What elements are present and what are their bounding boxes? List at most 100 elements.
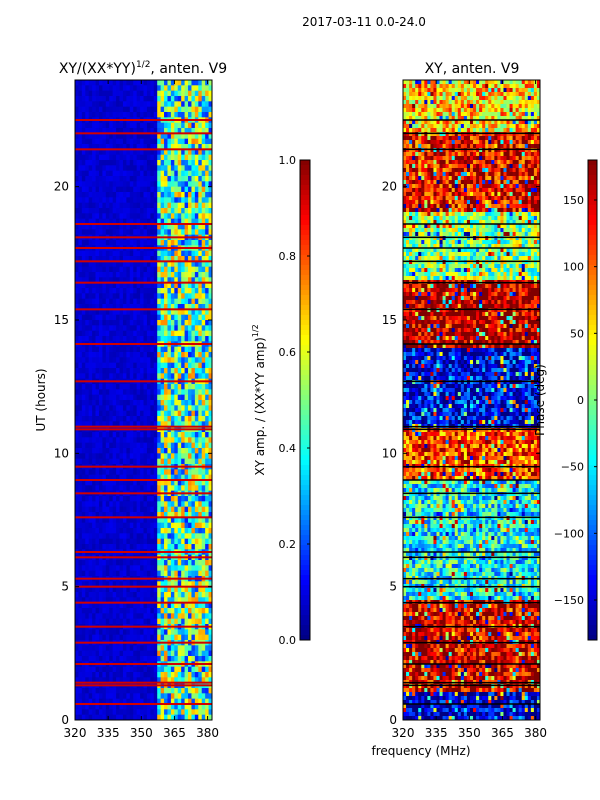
left-heatmap-cell bbox=[88, 266, 93, 273]
left-heatmap-cell bbox=[98, 592, 103, 598]
left-heatmap-cell bbox=[150, 453, 155, 460]
left-heatmap-cell bbox=[122, 544, 127, 550]
left-heatmap-cell bbox=[177, 128, 182, 134]
left-heatmap-cell bbox=[157, 320, 162, 326]
left-heatmap-cell bbox=[157, 266, 162, 273]
left-heatmap-cell bbox=[85, 80, 90, 86]
left-heatmap-cell bbox=[170, 528, 175, 534]
left-heatmap-cell bbox=[208, 80, 213, 86]
left-heatmap-cell bbox=[112, 432, 117, 438]
left-heatmap-cell bbox=[81, 80, 86, 86]
left-heatmap-cell bbox=[188, 336, 192, 342]
left-heatmap-cell bbox=[170, 336, 175, 342]
left-heatmap-cell bbox=[98, 400, 103, 406]
left-heatmap-cell bbox=[126, 714, 131, 721]
left-heatmap-cell bbox=[75, 586, 79, 593]
left-heatmap-cell bbox=[136, 229, 141, 236]
left-heatmap-cell bbox=[198, 170, 203, 177]
left-heatmap-cell bbox=[174, 437, 179, 444]
left-heatmap-cell bbox=[205, 314, 209, 321]
left-heatmap-cell bbox=[109, 138, 114, 145]
left-heatmap-cell bbox=[102, 389, 107, 396]
left-heatmap-cell bbox=[112, 181, 117, 188]
left-heatmap-cell bbox=[85, 309, 90, 316]
left-heatmap-cell bbox=[112, 288, 117, 294]
left-heatmap-cell bbox=[140, 229, 144, 236]
left-heatmap-cell bbox=[170, 512, 175, 518]
left-heatmap-cell bbox=[102, 181, 107, 188]
left-heatmap-cell bbox=[109, 698, 114, 705]
left-heatmap-cell bbox=[150, 634, 155, 641]
left-heatmap-cell bbox=[208, 618, 213, 625]
left-heatmap-cell bbox=[95, 474, 100, 481]
left-heatmap-cell bbox=[133, 522, 138, 529]
left-heatmap-cell bbox=[78, 213, 83, 220]
left-heatmap-cell bbox=[92, 394, 96, 401]
left-heatmap-cell bbox=[136, 106, 141, 113]
left-heatmap-cell bbox=[119, 368, 124, 374]
left-heatmap-cell bbox=[177, 208, 182, 214]
left-heatmap-cell bbox=[92, 170, 96, 177]
left-heatmap-cell bbox=[181, 485, 185, 492]
left-heatmap-cell bbox=[174, 618, 179, 625]
left-heatmap-cell bbox=[129, 266, 134, 273]
left-heatmap-cell bbox=[85, 298, 90, 305]
left-heatmap-cell bbox=[181, 336, 185, 342]
left-heatmap-cell bbox=[109, 485, 114, 492]
left-heatmap-cell bbox=[129, 170, 134, 177]
left-heatmap-cell bbox=[92, 570, 96, 577]
figure-suptitle: 2017-03-11 0.0-24.0 bbox=[302, 15, 426, 29]
left-heatmap-cell bbox=[102, 250, 107, 257]
left-heatmap-cell bbox=[136, 261, 141, 268]
left-heatmap-cell bbox=[208, 352, 213, 358]
left-heatmap-cell bbox=[184, 325, 189, 332]
left-heatmap-cell bbox=[105, 261, 110, 268]
left-heatmap-cell bbox=[81, 144, 86, 150]
left-heatmap-cell bbox=[116, 629, 120, 636]
left-heatmap-cell bbox=[140, 634, 144, 641]
colorbar-segment bbox=[300, 285, 310, 291]
left-heatmap-cell bbox=[75, 320, 79, 326]
left-heatmap-cell bbox=[119, 288, 124, 294]
left-heatmap-cell bbox=[160, 122, 165, 129]
left-heatmap-cell bbox=[109, 133, 114, 140]
left-heatmap-cell bbox=[150, 693, 155, 700]
left-heatmap-cell bbox=[157, 570, 162, 577]
left-heatmap-cell bbox=[198, 213, 203, 220]
left-heatmap-cell bbox=[109, 240, 114, 246]
left-heatmap-cell bbox=[126, 336, 131, 342]
left-heatmap-cell bbox=[188, 240, 192, 246]
left-heatmap-cell bbox=[143, 213, 148, 220]
left-heatmap-cell bbox=[98, 80, 103, 86]
left-heatmap-cell bbox=[95, 298, 100, 305]
left-heatmap-cell bbox=[194, 325, 199, 332]
left-heatmap-cell bbox=[92, 714, 96, 721]
left-heatmap-cell bbox=[98, 357, 103, 364]
left-heatmap-cell bbox=[81, 501, 86, 508]
left-heatmap-cell bbox=[184, 437, 189, 444]
left-heatmap-cell bbox=[174, 149, 179, 156]
left-heatmap-cell bbox=[208, 629, 213, 636]
left-heatmap-cell bbox=[109, 304, 114, 310]
left-heatmap-cell bbox=[184, 149, 189, 156]
left-heatmap-cell bbox=[194, 416, 199, 422]
left-heatmap-cell bbox=[164, 320, 168, 326]
left-heatmap-cell bbox=[133, 266, 138, 273]
left-heatmap-cell bbox=[116, 634, 120, 641]
left-heatmap-cell bbox=[122, 240, 127, 246]
left-heatmap-cell bbox=[133, 330, 138, 337]
left-heatmap-cell bbox=[116, 533, 120, 540]
left-heatmap-cell bbox=[126, 570, 131, 577]
left-heatmap-cell bbox=[81, 602, 86, 609]
left-heatmap-cell bbox=[181, 357, 185, 364]
left-heatmap-cell bbox=[112, 608, 117, 614]
left-heatmap-cell bbox=[116, 485, 120, 492]
left-heatmap-cell bbox=[129, 346, 134, 353]
left-heatmap-cell bbox=[188, 298, 192, 305]
left-heatmap-cell bbox=[133, 709, 138, 716]
left-heatmap-cell bbox=[164, 602, 168, 609]
left-heatmap-cell bbox=[140, 389, 144, 396]
left-heatmap-cell bbox=[98, 96, 103, 102]
left-heatmap-cell bbox=[133, 394, 138, 401]
left-heatmap-cell bbox=[164, 693, 168, 700]
